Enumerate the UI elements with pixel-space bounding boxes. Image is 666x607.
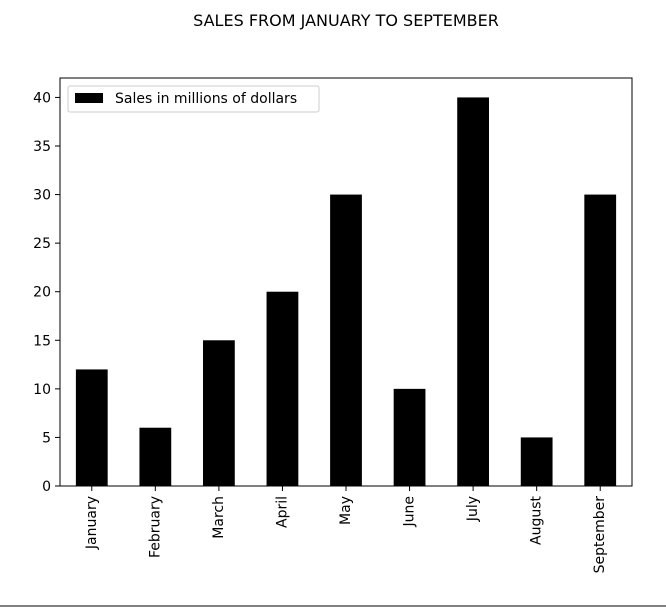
bar-april — [266, 291, 299, 486]
x-tick-label: May — [338, 496, 354, 525]
x-tick-label: July — [465, 496, 481, 522]
x-tick-label: February — [147, 496, 163, 558]
bar-march — [203, 340, 235, 486]
y-tick-label: 15 — [33, 333, 51, 349]
legend-box — [67, 85, 320, 113]
bar-july — [457, 97, 489, 486]
bar-august — [520, 437, 553, 486]
y-tick-label: 20 — [33, 285, 51, 301]
y-tick-label: 35 — [33, 139, 51, 155]
bar-september — [584, 194, 617, 487]
y-tick-label: 40 — [33, 90, 51, 106]
x-tick-label: September — [592, 496, 608, 574]
bottom-divider — [0, 605, 666, 607]
y-tick-label: 5 — [42, 430, 51, 446]
y-tick-label: 0 — [42, 479, 51, 495]
y-tick-label: 30 — [33, 188, 51, 204]
x-tick-label: June — [402, 496, 418, 528]
x-tick-label: March — [211, 496, 227, 539]
plot-area-frame — [59, 77, 633, 487]
legend-label: Sales in millions of dollars — [115, 91, 297, 107]
x-tick-label: January — [84, 496, 100, 550]
chart-title: SALES FROM JANUARY TO SEPTEMBER — [193, 11, 499, 30]
x-tick-label: April — [274, 496, 290, 528]
legend: Sales in millions of dollars — [67, 85, 320, 113]
bar-january — [75, 369, 108, 486]
bar-february — [139, 427, 172, 486]
y-tick-label: 10 — [33, 382, 51, 398]
x-tick-label: August — [529, 495, 545, 545]
bar-may — [330, 194, 362, 487]
legend-swatch — [75, 93, 103, 103]
bar-june — [393, 388, 426, 486]
y-tick-label: 25 — [33, 236, 51, 252]
